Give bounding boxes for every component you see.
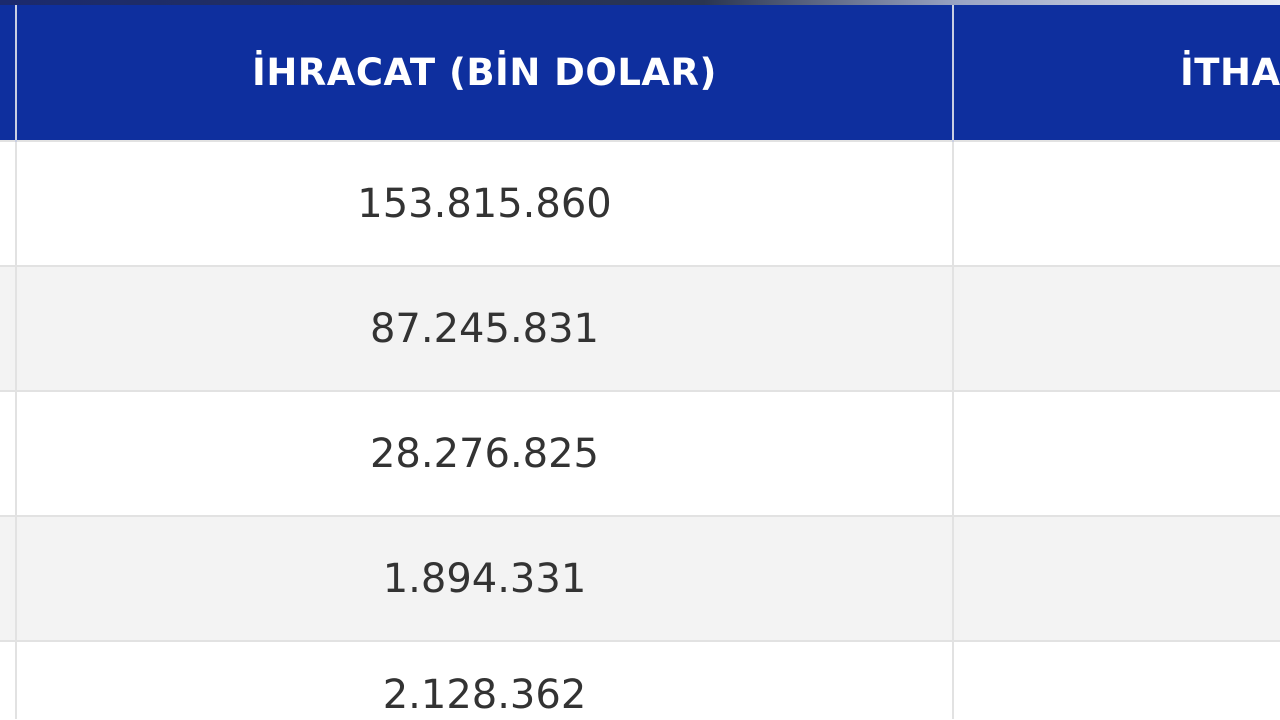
export-cell: 2.128.362 <box>16 640 954 719</box>
trade-table: İHRACAT (BİN DOLAR) İTHA 153.815.860 87.… <box>0 5 1280 719</box>
header-import: İTHA <box>953 5 1280 141</box>
export-cell: 1.894.331 <box>16 515 954 641</box>
table-header-row: İHRACAT (BİN DOLAR) İTHA <box>0 5 1280 141</box>
export-cell: 28.276.825 <box>16 390 954 516</box>
top-strip <box>0 0 1280 6</box>
table-row: 153.815.860 <box>0 140 1280 266</box>
table-row: 87.245.831 <box>0 265 1280 391</box>
row-label-cell <box>0 515 17 641</box>
import-cell <box>953 515 1280 641</box>
table-row: 1.894.331 <box>0 515 1280 641</box>
row-label-cell <box>0 140 17 266</box>
export-cell: 153.815.860 <box>16 140 954 266</box>
import-cell <box>953 140 1280 266</box>
import-cell <box>953 265 1280 391</box>
import-cell <box>953 640 1280 719</box>
table-row: 28.276.825 <box>0 390 1280 516</box>
import-cell <box>953 390 1280 516</box>
header-cell-first <box>0 5 17 141</box>
row-label-cell <box>0 640 17 719</box>
export-cell: 87.245.831 <box>16 265 954 391</box>
row-label-cell <box>0 390 17 516</box>
row-label-cell <box>0 265 17 391</box>
table-row: 2.128.362 <box>0 640 1280 719</box>
header-export: İHRACAT (BİN DOLAR) <box>16 5 954 141</box>
